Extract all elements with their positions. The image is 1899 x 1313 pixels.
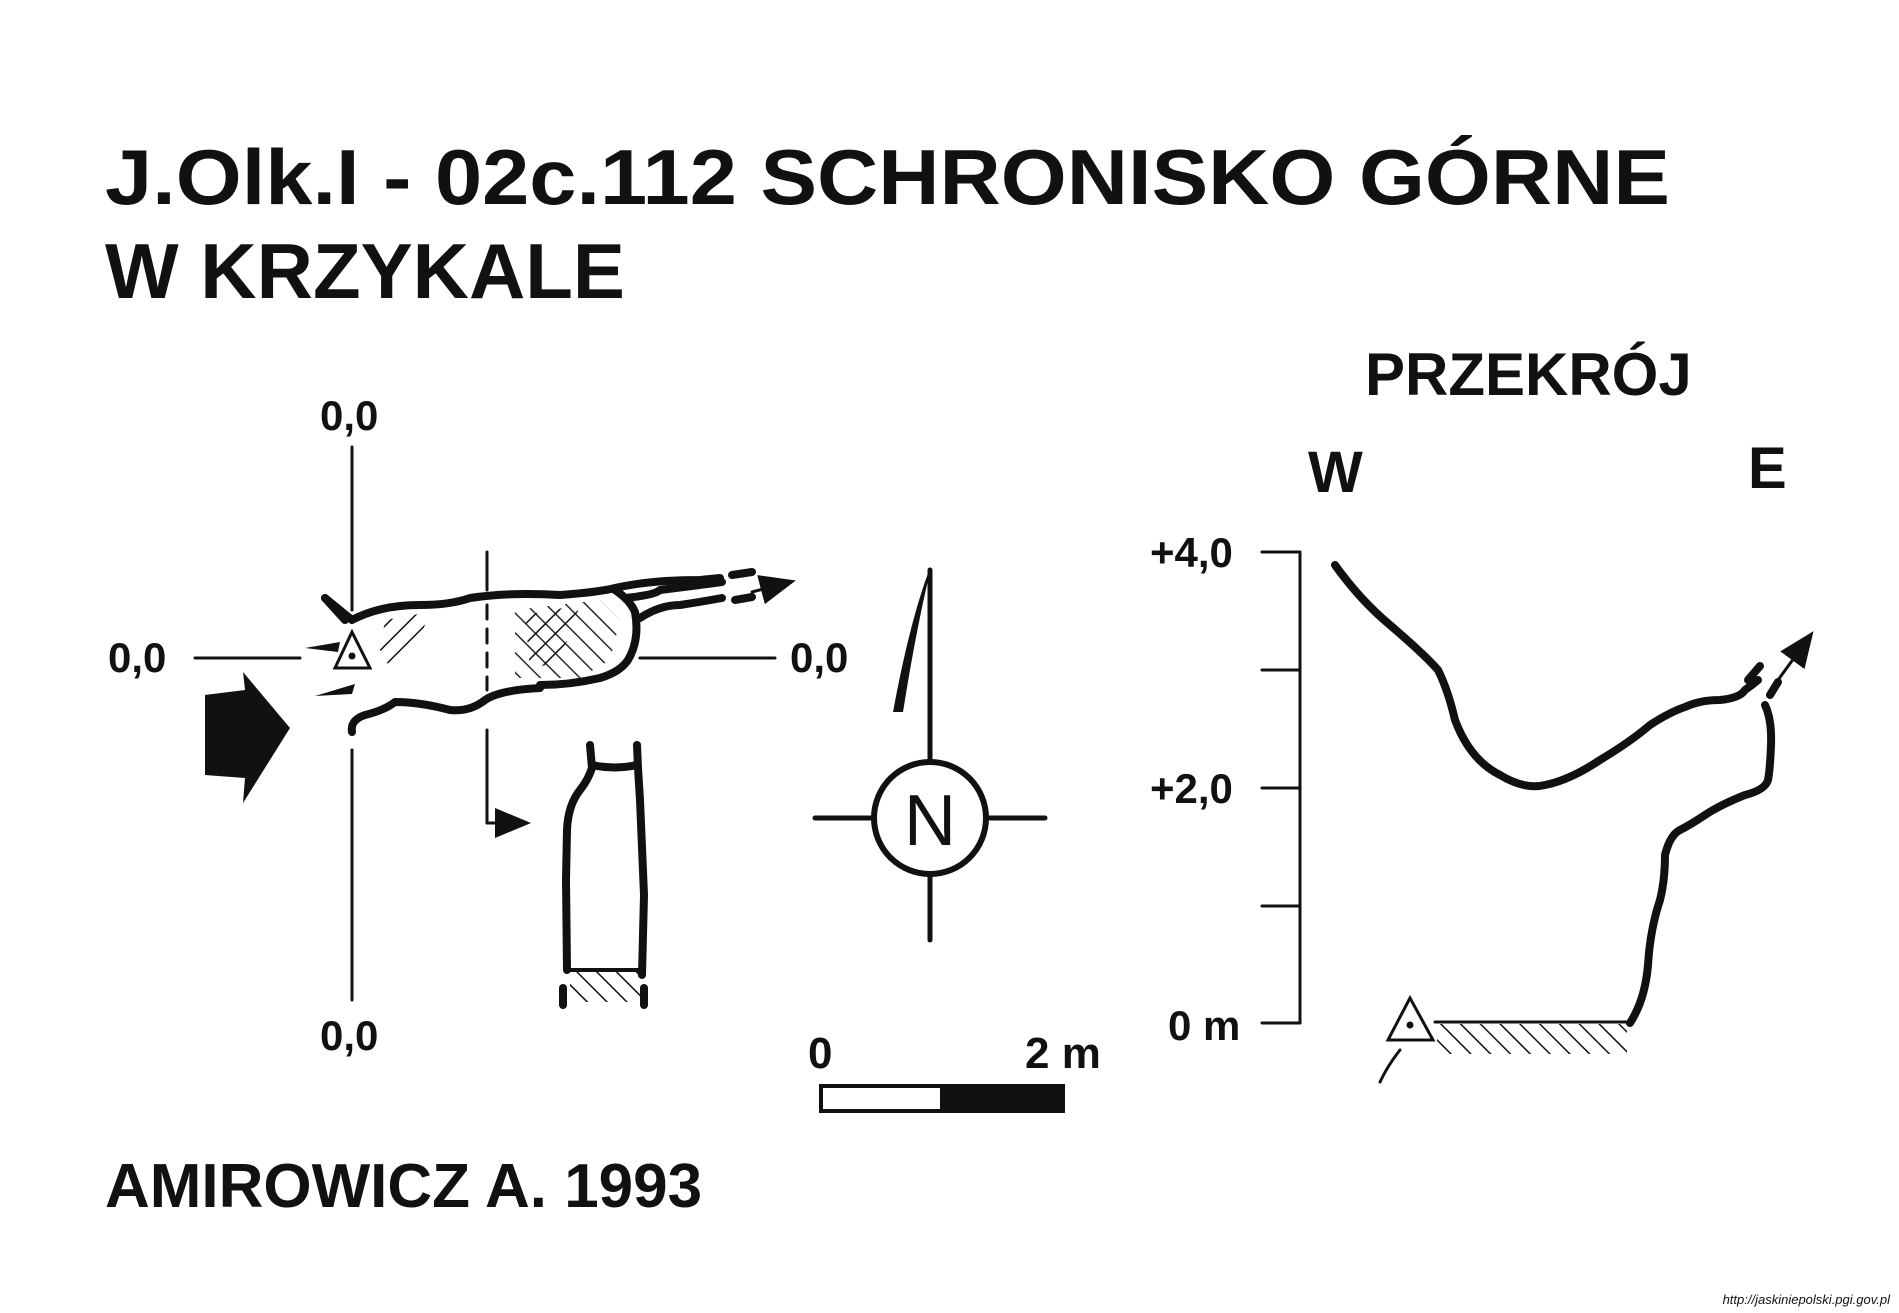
scale-end-label: 2 m — [1025, 1029, 1101, 1078]
section-tick-label-middle: +2,0 — [1150, 765, 1233, 812]
cross-section-profile-right — [633, 741, 648, 979]
section-profile-roof — [1331, 561, 1762, 791]
passage-dash-2 — [731, 593, 756, 604]
section-tick-label-bottom: 0 m — [1168, 1002, 1240, 1049]
cave-outline-north — [321, 574, 724, 624]
entry-arrow-upper — [305, 642, 340, 652]
cross-section-floor-hatch — [570, 972, 640, 1002]
cross-section-profile-left — [562, 741, 596, 974]
scale-start-label: 0 — [808, 1029, 832, 1078]
plan-hatch-west — [380, 612, 430, 668]
plan-label-left: 0,0 — [108, 634, 166, 681]
section-entrance-triangle-icon — [1385, 994, 1436, 1042]
cave-wall-north-2 — [621, 578, 726, 602]
section-continue-dash-1 — [1744, 662, 1764, 684]
author-credit: AMIROWICZ A. 1993 — [105, 1152, 702, 1221]
cave-outline-south — [347, 684, 544, 736]
cave-entrance-mark — [321, 594, 349, 624]
compass-circle — [871, 759, 989, 877]
compass-north-label: N — [904, 781, 956, 861]
plan-label-right: 0,0 — [790, 634, 848, 681]
entrance-dot — [348, 652, 356, 660]
passage-continues-arrow — [750, 575, 796, 605]
section-floor-hatch — [1437, 1024, 1627, 1054]
north-pointer — [893, 568, 930, 712]
source-url: http://jaskiniepolski.pgi.gov.pl — [1723, 1292, 1892, 1307]
entrance-arrow — [205, 672, 290, 803]
cave-east-passage — [636, 594, 726, 622]
cross-section-roof — [588, 761, 641, 772]
compass: N — [812, 567, 1048, 943]
plan-view: 0,0 0,0 0,0 0,0 — [108, 392, 848, 1059]
entrance-triangle-icon — [332, 628, 373, 670]
section-title: PRZEKRÓJ — [1365, 341, 1692, 408]
section-tick-label-top: +4,0 — [1150, 529, 1233, 576]
cave-outline-east-end — [536, 586, 641, 689]
section-profile-floor — [1626, 701, 1776, 1027]
scale-bar-black — [940, 1084, 1065, 1113]
title-line-2: W KRZYKALE — [105, 227, 625, 315]
section-west-label: W — [1308, 440, 1363, 505]
scale-bar-white — [819, 1084, 944, 1113]
section-continue-arrow — [1776, 631, 1814, 682]
section-entrance-slope — [1378, 1048, 1402, 1084]
section-entrance-dot — [1406, 1021, 1414, 1029]
plan-hatch-center-2 — [525, 605, 580, 670]
entry-arrow-lower — [315, 684, 355, 696]
section-continue-dash-2 — [1766, 678, 1782, 699]
section-view: PRZEKRÓJ W E +4,0 +2,0 0 m — [1150, 341, 1814, 1084]
section-east-label: E — [1748, 436, 1787, 501]
scale-bar: 0 2 m — [808, 1029, 1101, 1113]
plan-label-bottom: 0,0 — [320, 1012, 378, 1059]
plan-label-top: 0,0 — [320, 392, 378, 439]
title-line-1: J.Olk.I - 02c.112 SCHRONISKO GÓRNE — [105, 133, 1670, 221]
passage-dash-1 — [728, 568, 756, 579]
